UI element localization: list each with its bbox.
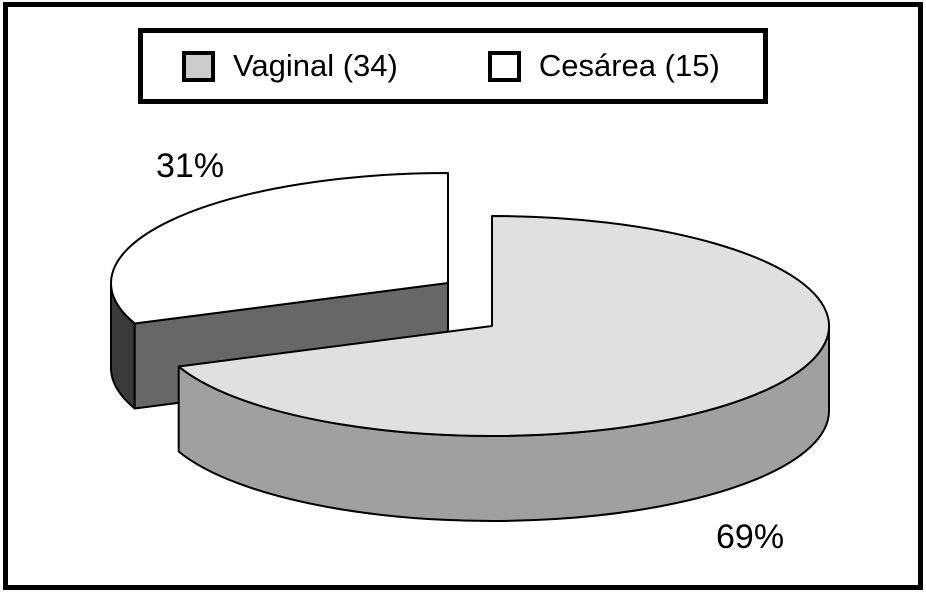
legend-item-cesarea: Cesárea (15): [487, 48, 720, 84]
slice-percent-label-cesarea: 31%: [156, 147, 225, 185]
pie-slice-top-vaginal: [177, 215, 831, 437]
legend-swatch-cesarea: [487, 50, 521, 82]
slice-percent-label-vaginal: 69%: [716, 518, 785, 556]
chart-legend: Vaginal (34) Cesárea (15): [138, 28, 768, 104]
pie-slice-top-cesarea: [110, 172, 449, 325]
legend-label-cesarea: Cesárea (15): [538, 48, 720, 83]
legend-swatch-vaginal: [182, 50, 215, 82]
legend-item-vaginal: Vaginal (34): [182, 48, 398, 84]
legend-label-vaginal: Vaginal (34): [233, 48, 398, 83]
